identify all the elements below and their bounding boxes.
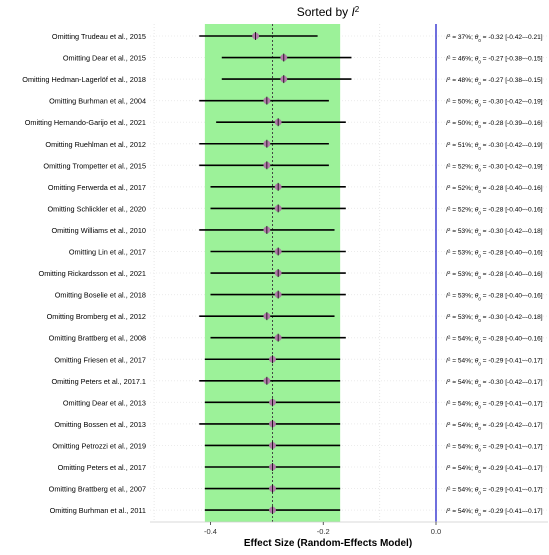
forest-row: Omitting Ferwerda et al., 2017 I2 = 52%; … xyxy=(48,182,543,193)
forest-row: Omitting Brattberg et al., 2007 I2 = 54%;… xyxy=(49,484,543,495)
forest-row: Omitting Friesen et al., 2017 I2 = 54%; θ… xyxy=(54,355,543,366)
study-label: Omitting Bossen et al., 2013 xyxy=(54,420,146,429)
x-axis: -0.4 -0.2 0.0 xyxy=(150,521,548,536)
study-label: Omitting Dear et al., 2015 xyxy=(63,54,146,63)
row-annotation: I2 = 51%; θ0 = -0.30 [-0.42–-0.19] xyxy=(446,140,543,150)
forest-row: Omitting Williams et al., 2010 I2 = 53%; … xyxy=(52,225,543,236)
study-label: Omitting Trompetter et al., 2015 xyxy=(43,161,146,170)
forest-row: Omitting Bossen et al., 2013 I2 = 54%; θ0… xyxy=(54,419,543,430)
row-annotation: I2 = 54%; θ0 = -0.30 [-0.42–-0.17] xyxy=(446,377,543,387)
study-label: Omitting Lin et al., 2017 xyxy=(69,248,146,257)
row-annotation: I2 = 50%; θ0 = -0.30 [-0.42–-0.19] xyxy=(446,97,543,107)
forest-row: Omitting Ruehlman et al., 2012 I2 = 51%; … xyxy=(45,139,543,150)
forest-row: Omitting Schlickler et al., 2020 I2 = 52%… xyxy=(47,204,543,215)
row-annotation: I2 = 52%; θ0 = -0.30 [-0.42–-0.19] xyxy=(446,162,543,172)
row-annotation: I2 = 54%; θ0 = -0.29 [-0.41–-0.17] xyxy=(446,464,543,474)
forest-row: Omitting Peters et al., 2017 I2 = 54%; θ0… xyxy=(58,463,543,474)
row-annotation: I2 = 52%; θ0 = -0.28 [-0.40–-0.16] xyxy=(446,205,543,215)
study-label: Omitting Rickardsson et al., 2021 xyxy=(39,269,146,278)
study-label: Omitting Brattberg et al., 2008 xyxy=(49,334,146,343)
x-tick-label: -0.4 xyxy=(204,527,217,536)
forest-row: Omitting Burhman et al., 2011 I2 = 54%; θ… xyxy=(50,506,543,517)
study-label: Omitting Boselie et al., 2018 xyxy=(55,291,146,300)
study-label: Omitting Trudeau et al., 2015 xyxy=(52,32,146,41)
row-annotation: I2 = 54%; θ0 = -0.29 [-0.41–-0.17] xyxy=(446,356,543,366)
forest-row: Omitting Bromberg et al., 2012 I2 = 53%; … xyxy=(47,312,543,323)
study-label: Omitting Schlickler et al., 2020 xyxy=(47,204,146,213)
row-annotation: I2 = 50%; θ0 = -0.28 [-0.39–-0.16] xyxy=(446,119,543,129)
study-label: Omitting Burhman et al., 2004 xyxy=(49,97,146,106)
x-tick-label: -0.2 xyxy=(317,527,330,536)
row-annotation: I2 = 48%; θ0 = -0.27 [-0.38–-0.15] xyxy=(446,76,543,86)
row-annotation: I2 = 37%; θ0 = -0.32 [-0.42–-0.21] xyxy=(446,33,543,43)
rows-layer: Omitting Trudeau et al., 2015 I2 = 37%; θ… xyxy=(22,32,543,517)
study-label: Omitting Peters et al., 2017 xyxy=(58,463,146,472)
row-annotation: I2 = 54%; θ0 = -0.28 [-0.40–-0.16] xyxy=(446,334,543,344)
row-annotation: I2 = 54%; θ0 = -0.29 [-0.41–-0.17] xyxy=(446,442,543,452)
row-annotation: I2 = 53%; θ0 = -0.28 [-0.40–-0.16] xyxy=(446,291,543,301)
study-label: Omitting Friesen et al., 2017 xyxy=(54,355,146,364)
forest-row: Omitting Boselie et al., 2018 I2 = 53%; θ… xyxy=(55,290,543,301)
forest-row: Omitting Lin et al., 2017 I2 = 53%; θ0 = … xyxy=(69,247,543,258)
row-annotation: I2 = 53%; θ0 = -0.28 [-0.40–-0.16] xyxy=(446,248,543,258)
study-label: Omitting Hernando-Garijo et al., 2021 xyxy=(25,118,146,127)
row-annotation: I2 = 53%; θ0 = -0.30 [-0.42–-0.18] xyxy=(446,313,543,323)
forest-row: Omitting Trompetter et al., 2015 I2 = 52%… xyxy=(43,161,543,172)
forest-row: Omitting Burhman et al., 2004 I2 = 50%; θ… xyxy=(49,96,543,107)
forest-row: Omitting Hernando-Garijo et al., 2021 I2 … xyxy=(25,118,543,129)
forest-row: Omitting Rickardsson et al., 2021 I2 = 53… xyxy=(39,269,543,280)
study-label: Omitting Peters et al., 2017.1 xyxy=(51,377,146,386)
forest-row: Omitting Brattberg et al., 2008 I2 = 54%;… xyxy=(49,333,543,344)
study-label: Omitting Burhman et al., 2011 xyxy=(50,506,146,515)
row-annotation: I2 = 54%; θ0 = -0.29 [-0.41–-0.17] xyxy=(446,485,543,495)
study-label: Omitting Ruehlman et al., 2012 xyxy=(45,140,146,149)
forest-row: Omitting Dear et al., 2013 I2 = 54%; θ0 =… xyxy=(63,398,543,409)
row-annotation: I2 = 46%; θ0 = -0.27 [-0.38–-0.15] xyxy=(446,54,543,64)
forest-row: Omitting Petrozzi et al., 2019 I2 = 54%; … xyxy=(52,441,543,452)
forest-row: Omitting Hedman-Lagerlöf et al., 2018 I2 … xyxy=(22,75,543,86)
study-label: Omitting Petrozzi et al., 2019 xyxy=(52,441,146,450)
study-label: Omitting Hedman-Lagerlöf et al., 2018 xyxy=(22,75,146,84)
row-annotation: I2 = 54%; θ0 = -0.29 [-0.41–-0.17] xyxy=(446,399,543,409)
chart-title: Sorted by I2 xyxy=(297,5,360,20)
study-label: Omitting Bromberg et al., 2012 xyxy=(47,312,146,321)
row-annotation: I2 = 54%; θ0 = -0.29 [-0.42–-0.17] xyxy=(446,420,543,430)
study-label: Omitting Dear et al., 2013 xyxy=(63,398,146,407)
x-tick-label: 0.0 xyxy=(431,527,441,536)
x-axis-label: Effect Size (Random-Effects Model) xyxy=(244,538,412,549)
forest-row: Omitting Peters et al., 2017.1 I2 = 54%; … xyxy=(51,376,543,387)
row-annotation: I2 = 53%; θ0 = -0.28 [-0.40–-0.16] xyxy=(446,270,543,280)
row-annotation: I2 = 53%; θ0 = -0.30 [-0.42–-0.18] xyxy=(446,226,543,236)
study-label: Omitting Brattberg et al., 2007 xyxy=(49,485,146,494)
study-label: Omitting Williams et al., 2010 xyxy=(52,226,147,235)
study-label: Omitting Ferwerda et al., 2017 xyxy=(48,183,146,192)
forest-row: Omitting Trudeau et al., 2015 I2 = 37%; θ… xyxy=(52,32,543,43)
row-annotation: I2 = 54%; θ0 = -0.29 [-0.41–-0.17] xyxy=(446,507,543,517)
row-annotation: I2 = 52%; θ0 = -0.28 [-0.40–-0.16] xyxy=(446,183,543,193)
forest-row: Omitting Dear et al., 2015 I2 = 46%; θ0 =… xyxy=(63,53,543,64)
